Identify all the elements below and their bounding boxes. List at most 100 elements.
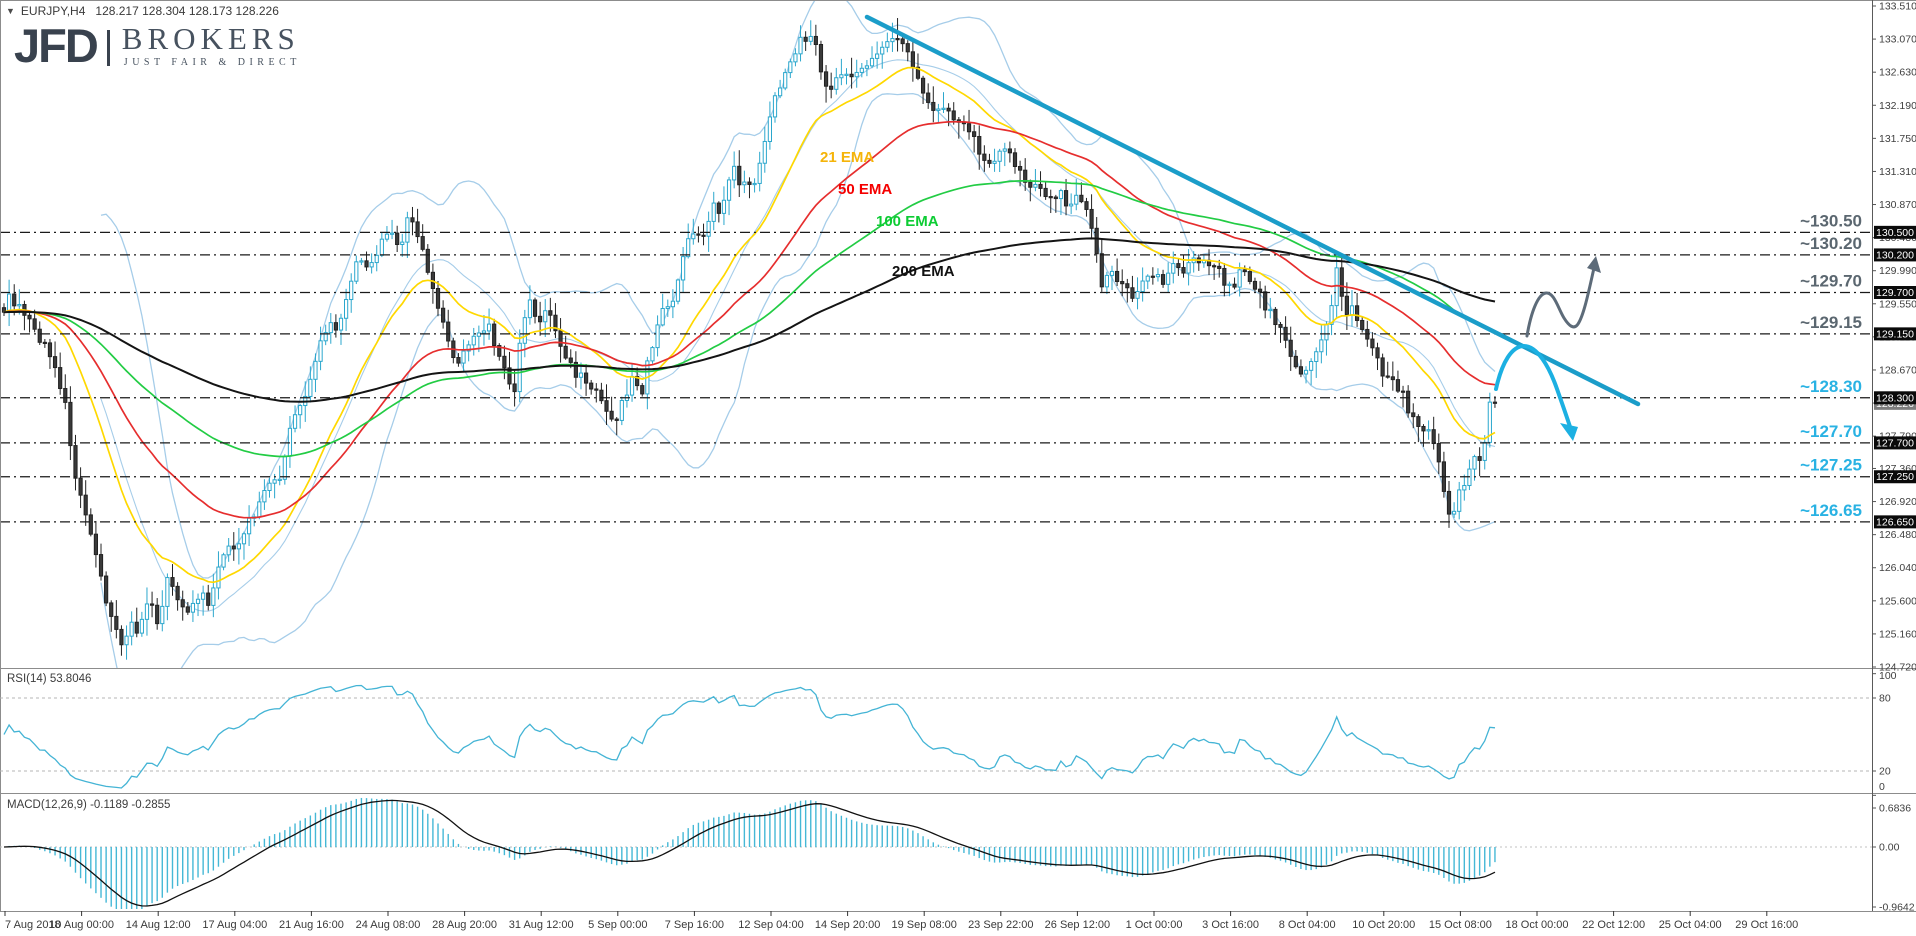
candle-body — [772, 95, 778, 118]
candle-body — [1222, 267, 1227, 286]
candle-body — [32, 318, 37, 330]
candle-body — [1288, 339, 1293, 357]
candle-body — [129, 621, 134, 637]
level-price-badge-text: 130.500 — [1876, 227, 1914, 239]
candle-body — [456, 357, 461, 364]
time-axis-label: 26 Sep 12:00 — [1045, 919, 1110, 931]
candle-body — [885, 41, 890, 48]
candle-body — [481, 330, 487, 334]
candle-body — [972, 131, 977, 137]
candle-body — [262, 490, 267, 503]
macd-axis-label: 0.00 — [1879, 842, 1900, 854]
level-label: ~127.25 — [1800, 456, 1862, 475]
candle-body — [691, 233, 696, 240]
rsi-axis-label: 20 — [1879, 766, 1891, 778]
level-price-badge-text: 127.700 — [1876, 437, 1914, 449]
candle-body — [558, 330, 563, 347]
candle-body — [1237, 269, 1242, 288]
level-price-badge — [1874, 470, 1916, 484]
candle-body — [732, 165, 737, 181]
candle-body — [1028, 181, 1033, 188]
projected-pullback-arrow[interactable] — [1525, 266, 1596, 338]
candle-body — [124, 635, 129, 646]
time-axis-label: 14 Aug 12:00 — [126, 919, 191, 931]
candle-body — [98, 554, 104, 577]
candle-body — [1160, 274, 1166, 285]
rsi-axis-label: 100 — [1879, 670, 1897, 682]
ema-label: 100 EMA — [876, 213, 939, 230]
jfd-brokers-logo: JFD BROKERS JUST FAIR & DIRECT — [14, 22, 301, 69]
candle-body — [1314, 351, 1319, 362]
candle-body — [880, 46, 885, 55]
candle-body — [1268, 308, 1273, 312]
candle-body — [839, 74, 844, 79]
candle-body — [502, 355, 507, 369]
level-price-badge-text: 126.650 — [1876, 516, 1914, 528]
candle-body — [109, 602, 114, 617]
candle-body — [737, 165, 742, 186]
candle-body — [522, 317, 527, 344]
candle-body — [1166, 272, 1171, 285]
candle-body — [1125, 283, 1130, 289]
logo-jfd-text: JFD — [14, 19, 99, 72]
main-chart-plot[interactable] — [1, 0, 1498, 730]
candle-body — [206, 592, 211, 606]
candle-body — [1492, 401, 1498, 404]
candle-body — [1375, 347, 1380, 359]
candle-body — [568, 357, 573, 363]
candle-body — [1120, 281, 1125, 285]
candle-body — [78, 477, 83, 496]
projected-drop-arrow[interactable] — [1494, 343, 1573, 432]
candle-body — [680, 256, 686, 281]
candle-body — [1431, 429, 1436, 445]
ema-label: 200 EMA — [892, 263, 955, 280]
ema-label: 50 EMA — [838, 181, 892, 198]
candle-body — [849, 73, 854, 78]
candle-body — [1058, 190, 1064, 200]
candle-body — [389, 232, 395, 235]
candle-body — [1334, 267, 1339, 307]
candle-body — [1053, 196, 1058, 200]
trendline[interactable] — [864, 14, 1641, 407]
candle-body — [614, 418, 619, 421]
macd-indicator-label: MACD(12,26,9) -0.1189 -0.2855 — [7, 799, 170, 811]
candle-body — [1033, 183, 1038, 188]
candle-body — [1074, 194, 1079, 205]
candle-body — [1354, 305, 1360, 321]
candle-body — [818, 44, 824, 73]
candle-body — [1089, 208, 1094, 229]
rsi-plot — [3, 684, 1496, 789]
logo-divider — [106, 29, 110, 66]
candle-body — [27, 314, 32, 320]
candle-body — [1212, 265, 1217, 268]
candle-body — [1176, 263, 1181, 269]
candle-body — [941, 107, 946, 110]
candle-body — [497, 345, 502, 357]
level-price-badge — [1874, 225, 1916, 239]
candle-body — [471, 335, 476, 346]
candle-body — [461, 350, 466, 364]
candle-body — [844, 73, 849, 76]
time-axis-label: 10 Oct 20:00 — [1352, 919, 1415, 931]
candle-body — [543, 310, 548, 323]
time-axis-label: 21 Aug 16:00 — [279, 919, 344, 931]
candle-body — [716, 202, 721, 214]
candle-body — [1339, 267, 1344, 297]
candle-body — [619, 399, 624, 421]
time-axis-label: 3 Oct 16:00 — [1202, 919, 1259, 931]
time-axis-label: 24 Aug 08:00 — [356, 919, 421, 931]
candle-body — [410, 217, 415, 223]
logo-right-block: BROKERS JUST FAIR & DIRECT — [122, 23, 301, 68]
candle-body — [1446, 490, 1452, 515]
candle-body — [890, 38, 895, 43]
candle-body — [1038, 183, 1043, 189]
candle-body — [951, 110, 956, 121]
level-price-badge-text: 128.300 — [1876, 392, 1914, 404]
candle-body — [1400, 390, 1406, 393]
level-price-badge-text: 130.200 — [1876, 249, 1914, 261]
level-price-badge-text: 127.250 — [1876, 471, 1914, 483]
candle-body — [778, 87, 783, 97]
symbol-dropdown-icon[interactable]: ▼ — [6, 6, 15, 16]
